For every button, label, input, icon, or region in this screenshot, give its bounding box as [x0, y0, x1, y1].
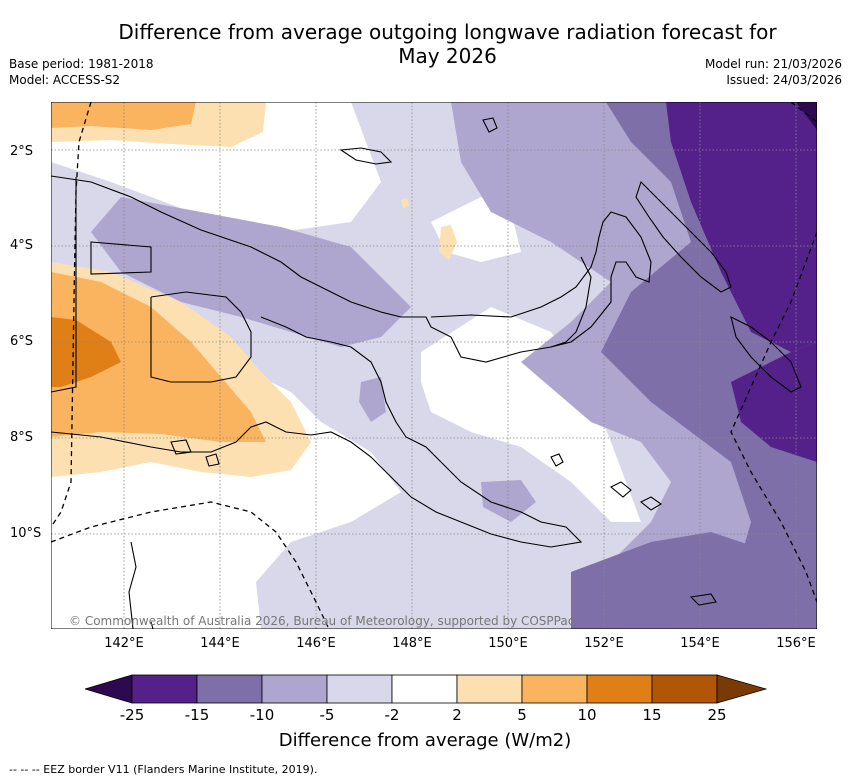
graticule — [51, 102, 817, 629]
colorbar-bin-7 — [521, 674, 588, 704]
lon-label-150e: 150°E — [488, 636, 528, 651]
lon-label-148e: 148°E — [392, 636, 432, 651]
colorbar-bin-3 — [261, 674, 328, 704]
base-period: Base period: 1981-2018 — [9, 57, 154, 71]
issued-date: Issued: 24/03/2026 — [726, 73, 842, 87]
meta-left: Base period: 1981-2018 Model: ACCESS-S2 — [9, 56, 154, 88]
colorbar-extend-low — [85, 674, 133, 704]
lat-label-10s: 10°S — [10, 526, 42, 541]
contour-pale-orange-dot — [401, 198, 409, 209]
contour-darkest-corner — [796, 102, 817, 130]
lat-label-8s: 8°S — [10, 430, 34, 445]
model-name: Model: ACCESS-S2 — [9, 73, 121, 87]
cb-tick-minus2: -2 — [384, 706, 400, 724]
cb-tick-10: 10 — [577, 706, 597, 724]
contour-pale-orange-islet — [439, 225, 457, 260]
copyright-notice: © Commonwealth of Australia 2026, Bureau… — [69, 614, 575, 628]
lat-label-4s: 4°S — [10, 238, 34, 253]
colorbar-bin-8 — [586, 674, 653, 704]
cb-tick-minus5: -5 — [319, 706, 335, 724]
colorbar-bin-5 — [391, 674, 458, 704]
cb-tick-5: 5 — [517, 706, 527, 724]
contour-white-patch — [421, 307, 641, 522]
lon-label-146e: 146°E — [296, 636, 336, 651]
cb-tick-minus15: -15 — [184, 706, 210, 724]
contour-medium-lavender-islet — [359, 377, 386, 422]
contour-orange-west — [51, 272, 266, 442]
contour-deep-purple — [666, 102, 817, 352]
model-run: Model run: 21/03/2026 — [704, 57, 842, 71]
colorbar-bin-2 — [196, 674, 263, 704]
eez-borders — [51, 102, 817, 629]
eez-footnote: -- -- -- EEZ border V11 (Flanders Marine… — [9, 763, 318, 776]
title-line-1: Difference from average outgoing longwav… — [118, 20, 777, 44]
lon-label-152e: 152°E — [584, 636, 624, 651]
title-line-2: May 2026 — [398, 44, 497, 68]
lon-label-142e: 142°E — [104, 636, 144, 651]
cb-tick-2: 2 — [452, 706, 462, 724]
colorbar — [85, 674, 767, 704]
colorbar-bin-9 — [651, 674, 718, 704]
chart-title: Difference from average outgoing longwav… — [0, 20, 850, 68]
lon-label-144e: 144°E — [200, 636, 240, 651]
cb-tick-15: 15 — [642, 706, 662, 724]
lat-label-2s: 2°S — [10, 144, 34, 159]
coastlines — [51, 117, 802, 629]
colorbar-label: Difference from average (W/m2) — [278, 730, 572, 751]
cb-tick-25: 25 — [707, 706, 727, 724]
cb-tick-minus25: -25 — [119, 706, 145, 724]
lon-label-154e: 154°E — [680, 636, 720, 651]
cb-tick-minus10: -10 — [249, 706, 275, 724]
contour-medium-lavender-west — [91, 197, 411, 347]
contour-orange-north — [51, 102, 196, 130]
colorbar-bin-4 — [326, 674, 393, 704]
colorbar-bin-1 — [131, 674, 198, 704]
map-panel — [51, 102, 817, 629]
contour-dark-orange-west — [51, 317, 121, 387]
contour-medium-lavender-bay — [481, 480, 536, 522]
lon-label-156e: 156°E — [776, 636, 816, 651]
colorbar-extend-high — [716, 674, 767, 704]
meta-right: Model run: 21/03/2026 Issued: 24/03/2026 — [705, 56, 842, 88]
colorbar-bin-6 — [456, 674, 523, 704]
contour-dark-lavender-south — [571, 532, 817, 629]
lat-label-6s: 6°S — [10, 334, 34, 349]
